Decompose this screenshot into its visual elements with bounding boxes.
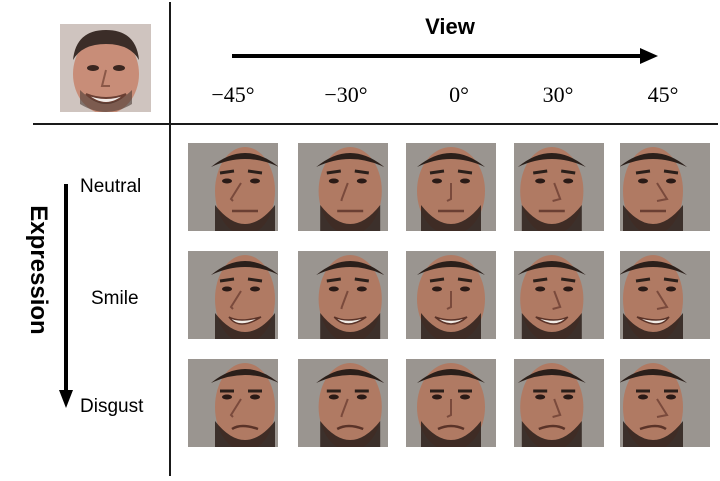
face-photo bbox=[514, 251, 604, 339]
face-photo bbox=[620, 251, 710, 339]
face-photo bbox=[188, 251, 278, 339]
face-photo bbox=[406, 359, 496, 447]
expression-arrow-icon bbox=[59, 184, 73, 408]
angle-label: −30° bbox=[324, 82, 368, 107]
angle-label: −45° bbox=[211, 82, 255, 107]
face-photo bbox=[620, 143, 710, 231]
reference-face-photo bbox=[60, 24, 151, 112]
face-photo bbox=[188, 359, 278, 447]
vertical-divider bbox=[169, 2, 171, 476]
angle-label: 30° bbox=[542, 82, 574, 107]
horizontal-divider bbox=[33, 123, 718, 125]
row-label-smile: Smile bbox=[91, 288, 139, 309]
view-arrow-icon bbox=[232, 48, 658, 64]
face-photo bbox=[406, 251, 496, 339]
angle-label: 45° bbox=[647, 82, 679, 107]
row-label-disgust: Disgust bbox=[80, 396, 144, 417]
expression-axis-title: Expression bbox=[25, 205, 52, 335]
view-axis-title: View bbox=[425, 14, 475, 39]
face-photo bbox=[514, 143, 604, 231]
row-label-neutral: Neutral bbox=[80, 176, 142, 197]
face-photo bbox=[514, 359, 604, 447]
face-photo bbox=[298, 251, 388, 339]
face-photo bbox=[406, 143, 496, 231]
angle-label: 0° bbox=[449, 82, 469, 107]
face-photo bbox=[298, 359, 388, 447]
face-photo bbox=[188, 143, 278, 231]
face-photo bbox=[298, 143, 388, 231]
face-photo bbox=[620, 359, 710, 447]
